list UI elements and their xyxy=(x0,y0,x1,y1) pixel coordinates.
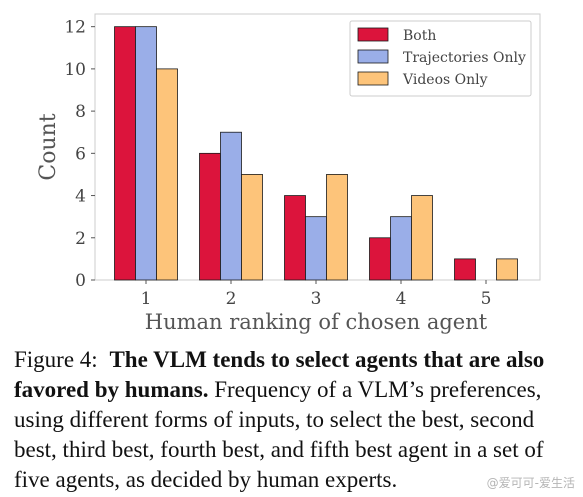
y-tick-label: 12 xyxy=(64,18,86,38)
legend-swatch xyxy=(357,27,389,42)
bar-trajectories-only-2 xyxy=(220,131,242,281)
legend-entry: Both xyxy=(403,28,436,44)
bar-trajectories-only-1 xyxy=(135,26,157,281)
bar-both-3 xyxy=(284,195,306,281)
x-tick-label: 3 xyxy=(311,289,322,309)
x-tick-label: 2 xyxy=(226,289,237,309)
bar-trajectories-only-4 xyxy=(390,216,412,281)
bar-both-1 xyxy=(114,26,136,281)
bar-videos-only-4 xyxy=(411,195,433,281)
y-tick-label: 6 xyxy=(75,144,86,164)
caption-bold-text: The VLM tends to select agents that are … xyxy=(14,347,545,402)
y-tick-label: 10 xyxy=(64,60,86,80)
watermark: @爱可可-爱生活 xyxy=(486,476,575,490)
bar-videos-only-1 xyxy=(156,68,178,281)
caption-label: Figure 4: xyxy=(14,347,98,372)
x-axis-label: Human ranking of chosen agent xyxy=(145,310,488,334)
bar-both-4 xyxy=(369,237,391,281)
bar-both-2 xyxy=(199,152,221,281)
legend-entry: Videos Only xyxy=(402,72,488,88)
y-tick-label: 4 xyxy=(75,187,86,207)
bar-videos-only-5 xyxy=(496,258,518,281)
legend: Both Trajectories Only Videos Only xyxy=(349,20,532,97)
x-tick-label: 1 xyxy=(141,289,152,309)
bar-trajectories-only-3 xyxy=(305,216,327,281)
figure-caption: Figure 4: The VLM tends to select agents… xyxy=(14,345,570,495)
y-tick-label: 0 xyxy=(75,271,86,291)
x-tick-label: 5 xyxy=(481,289,492,309)
y-tick-label: 8 xyxy=(75,102,86,122)
caption-text: Frequency of a VLM’s preferences, using … xyxy=(14,377,544,492)
bar-videos-only-3 xyxy=(326,174,348,281)
legend-entry: Trajectories Only xyxy=(403,50,526,66)
bar-videos-only-2 xyxy=(241,174,263,281)
legend-swatch xyxy=(357,71,389,86)
bar-both-5 xyxy=(454,258,476,281)
y-tick-label: 2 xyxy=(75,229,86,249)
x-tick-label: 4 xyxy=(396,289,407,309)
y-axis-label: Count xyxy=(36,113,61,180)
legend-frame xyxy=(349,20,532,97)
legend-swatch xyxy=(357,49,389,64)
